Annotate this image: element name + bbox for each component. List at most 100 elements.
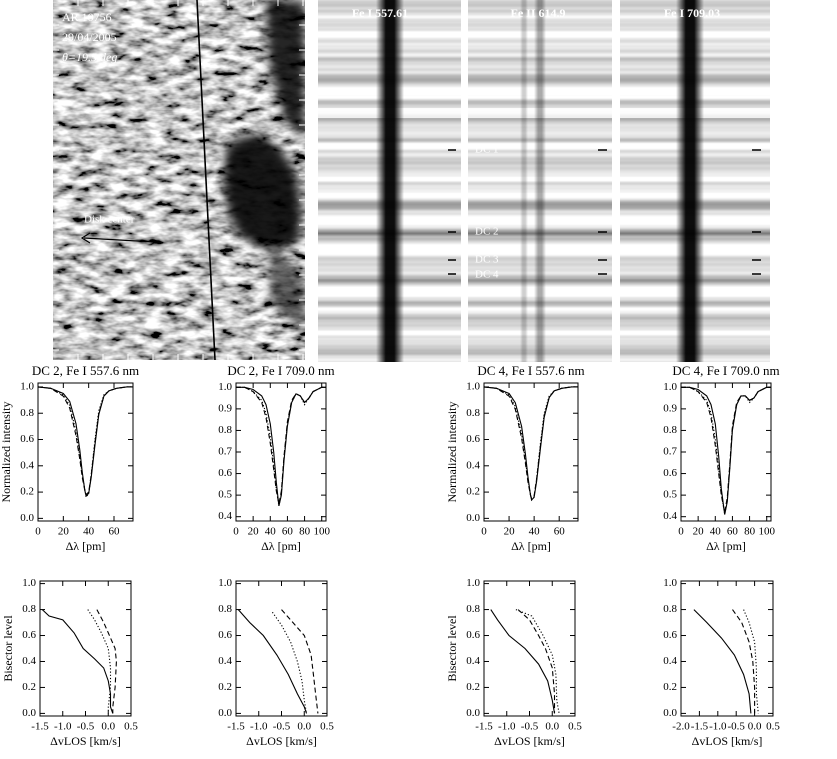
data-line xyxy=(681,386,771,515)
spectrum-title: Fe I 557.61 xyxy=(352,6,408,20)
y-tick-label: 0.8 xyxy=(218,424,232,436)
y-tick-label: 0.4 xyxy=(663,510,677,522)
dc-label: DC 1 xyxy=(475,144,499,156)
y-tick-label: 1.0 xyxy=(20,380,34,392)
data-line xyxy=(281,609,319,714)
x-tick-label: 60 xyxy=(109,526,121,538)
y-tick-label: 0.4 xyxy=(663,655,677,667)
plot-frame xyxy=(37,382,134,522)
x-tick-label: 0 xyxy=(678,526,684,538)
plot-frame xyxy=(483,580,576,717)
y-tick-label: 0.6 xyxy=(218,629,232,641)
y-tick-label: 0.0 xyxy=(22,707,36,719)
x-tick-label: 0 xyxy=(233,526,239,538)
data-line xyxy=(515,609,560,714)
y-tick-label: 0.6 xyxy=(22,629,36,641)
data-line xyxy=(732,609,756,714)
x-tick-label: 80 xyxy=(744,526,756,538)
plot-frame xyxy=(235,580,328,717)
y-tick-label: 0.6 xyxy=(218,467,232,479)
chart-title: DC 4, Fe I 709.0 nm xyxy=(672,363,779,378)
spectrum-title: Fe I 709.03 xyxy=(664,6,720,20)
x-axis-label: Δλ [pm] xyxy=(511,539,551,553)
x-tick-label: 60 xyxy=(554,526,566,538)
plot-frame xyxy=(39,580,132,717)
arrow-label: Disk center xyxy=(84,214,135,226)
x-tick-label: 80 xyxy=(299,526,311,538)
y-axis-label: Normalized intensity xyxy=(445,402,459,503)
y-tick-label: 1.0 xyxy=(466,577,480,589)
y-tick-label: 0.4 xyxy=(218,510,232,522)
data-line xyxy=(693,609,752,714)
chart-title: DC 4, Fe I 557.6 nm xyxy=(477,363,584,378)
x-axis-label: Δλ [pm] xyxy=(66,539,106,553)
y-tick-label: 0.2 xyxy=(663,681,677,693)
y-tick-label: 0.2 xyxy=(466,486,480,498)
y-tick-label: 1.0 xyxy=(663,577,677,589)
y-axis-label: Normalized intensity xyxy=(0,402,13,503)
y-tick-label: 1.0 xyxy=(218,577,232,589)
y-tick-label: 0.7 xyxy=(663,446,677,458)
y-tick-label: 0.4 xyxy=(466,655,480,667)
y-tick-label: 1.0 xyxy=(663,381,677,393)
image-label: θ=19.5 deg xyxy=(62,50,117,64)
y-tick-label: 0.0 xyxy=(466,512,480,524)
y-tick-label: 0.8 xyxy=(20,407,34,419)
x-tick-label: 40 xyxy=(710,526,722,538)
y-tick-label: 0.0 xyxy=(663,707,677,719)
x-tick-label: 100 xyxy=(313,526,330,538)
x-tick-label: -1.0 xyxy=(498,721,516,733)
data-line xyxy=(236,386,326,507)
x-tick-label: 0.0 xyxy=(748,721,762,733)
granulation-image: AR 10756 29/04/2005 θ=19.5 deg Disk cent… xyxy=(53,0,305,361)
x-tick-label: 0.0 xyxy=(297,721,311,733)
y-tick-label: 0.2 xyxy=(20,486,34,498)
data-line xyxy=(271,611,308,714)
x-tick-label: -0.5 xyxy=(77,721,95,733)
data-line xyxy=(237,609,308,714)
x-tick-label: 0 xyxy=(481,526,487,538)
data-line xyxy=(483,386,578,502)
image-label: 29/04/2005 xyxy=(62,30,117,44)
y-tick-label: 0.8 xyxy=(663,603,677,615)
x-tick-label: -1.0 xyxy=(54,721,72,733)
y-tick-label: 1.0 xyxy=(22,577,36,589)
y-tick-label: 0.7 xyxy=(218,446,232,458)
x-tick-label: 60 xyxy=(282,526,294,538)
y-tick-label: 0.0 xyxy=(20,512,34,524)
x-axis-label: ΔvLOS [km/s] xyxy=(246,734,317,748)
x-tick-label: 20 xyxy=(58,526,70,538)
x-axis-label: ΔvLOS [km/s] xyxy=(494,734,565,748)
x-tick-label: 20 xyxy=(504,526,516,538)
data-line xyxy=(483,386,578,502)
y-tick-label: 0.5 xyxy=(218,489,232,501)
x-tick-label: -1.5 xyxy=(475,721,493,733)
spectrum-title: Fe II 614.9 xyxy=(511,6,566,20)
y-tick-label: 0.9 xyxy=(218,402,232,414)
x-tick-label: 0.5 xyxy=(124,721,138,733)
data-line xyxy=(96,609,117,714)
y-axis-label: Bisector level xyxy=(1,615,15,682)
x-tick-label: 0.0 xyxy=(545,721,559,733)
x-tick-label: -0.5 xyxy=(521,721,539,733)
y-tick-label: 1.0 xyxy=(466,380,480,392)
y-tick-label: 0.8 xyxy=(22,603,36,615)
y-tick-label: 0.8 xyxy=(663,424,677,436)
x-tick-label: 20 xyxy=(693,526,705,538)
x-axis-label: ΔvLOS [km/s] xyxy=(692,734,763,748)
y-tick-label: 0.8 xyxy=(466,603,480,615)
y-tick-label: 0.4 xyxy=(22,655,36,667)
data-line xyxy=(681,386,771,515)
data-line xyxy=(490,609,556,714)
y-tick-label: 1.0 xyxy=(218,381,232,393)
x-tick-label: 100 xyxy=(758,526,775,538)
x-tick-label: 40 xyxy=(529,526,541,538)
y-tick-label: 0.2 xyxy=(466,681,480,693)
data-line xyxy=(236,386,326,504)
x-tick-label: 0.5 xyxy=(568,721,582,733)
x-tick-label: -2.0 xyxy=(672,721,690,733)
plot-frame xyxy=(680,382,772,522)
x-tick-label: 40 xyxy=(83,526,95,538)
y-tick-label: 0.5 xyxy=(663,489,677,501)
x-tick-label: 0 xyxy=(35,526,41,538)
